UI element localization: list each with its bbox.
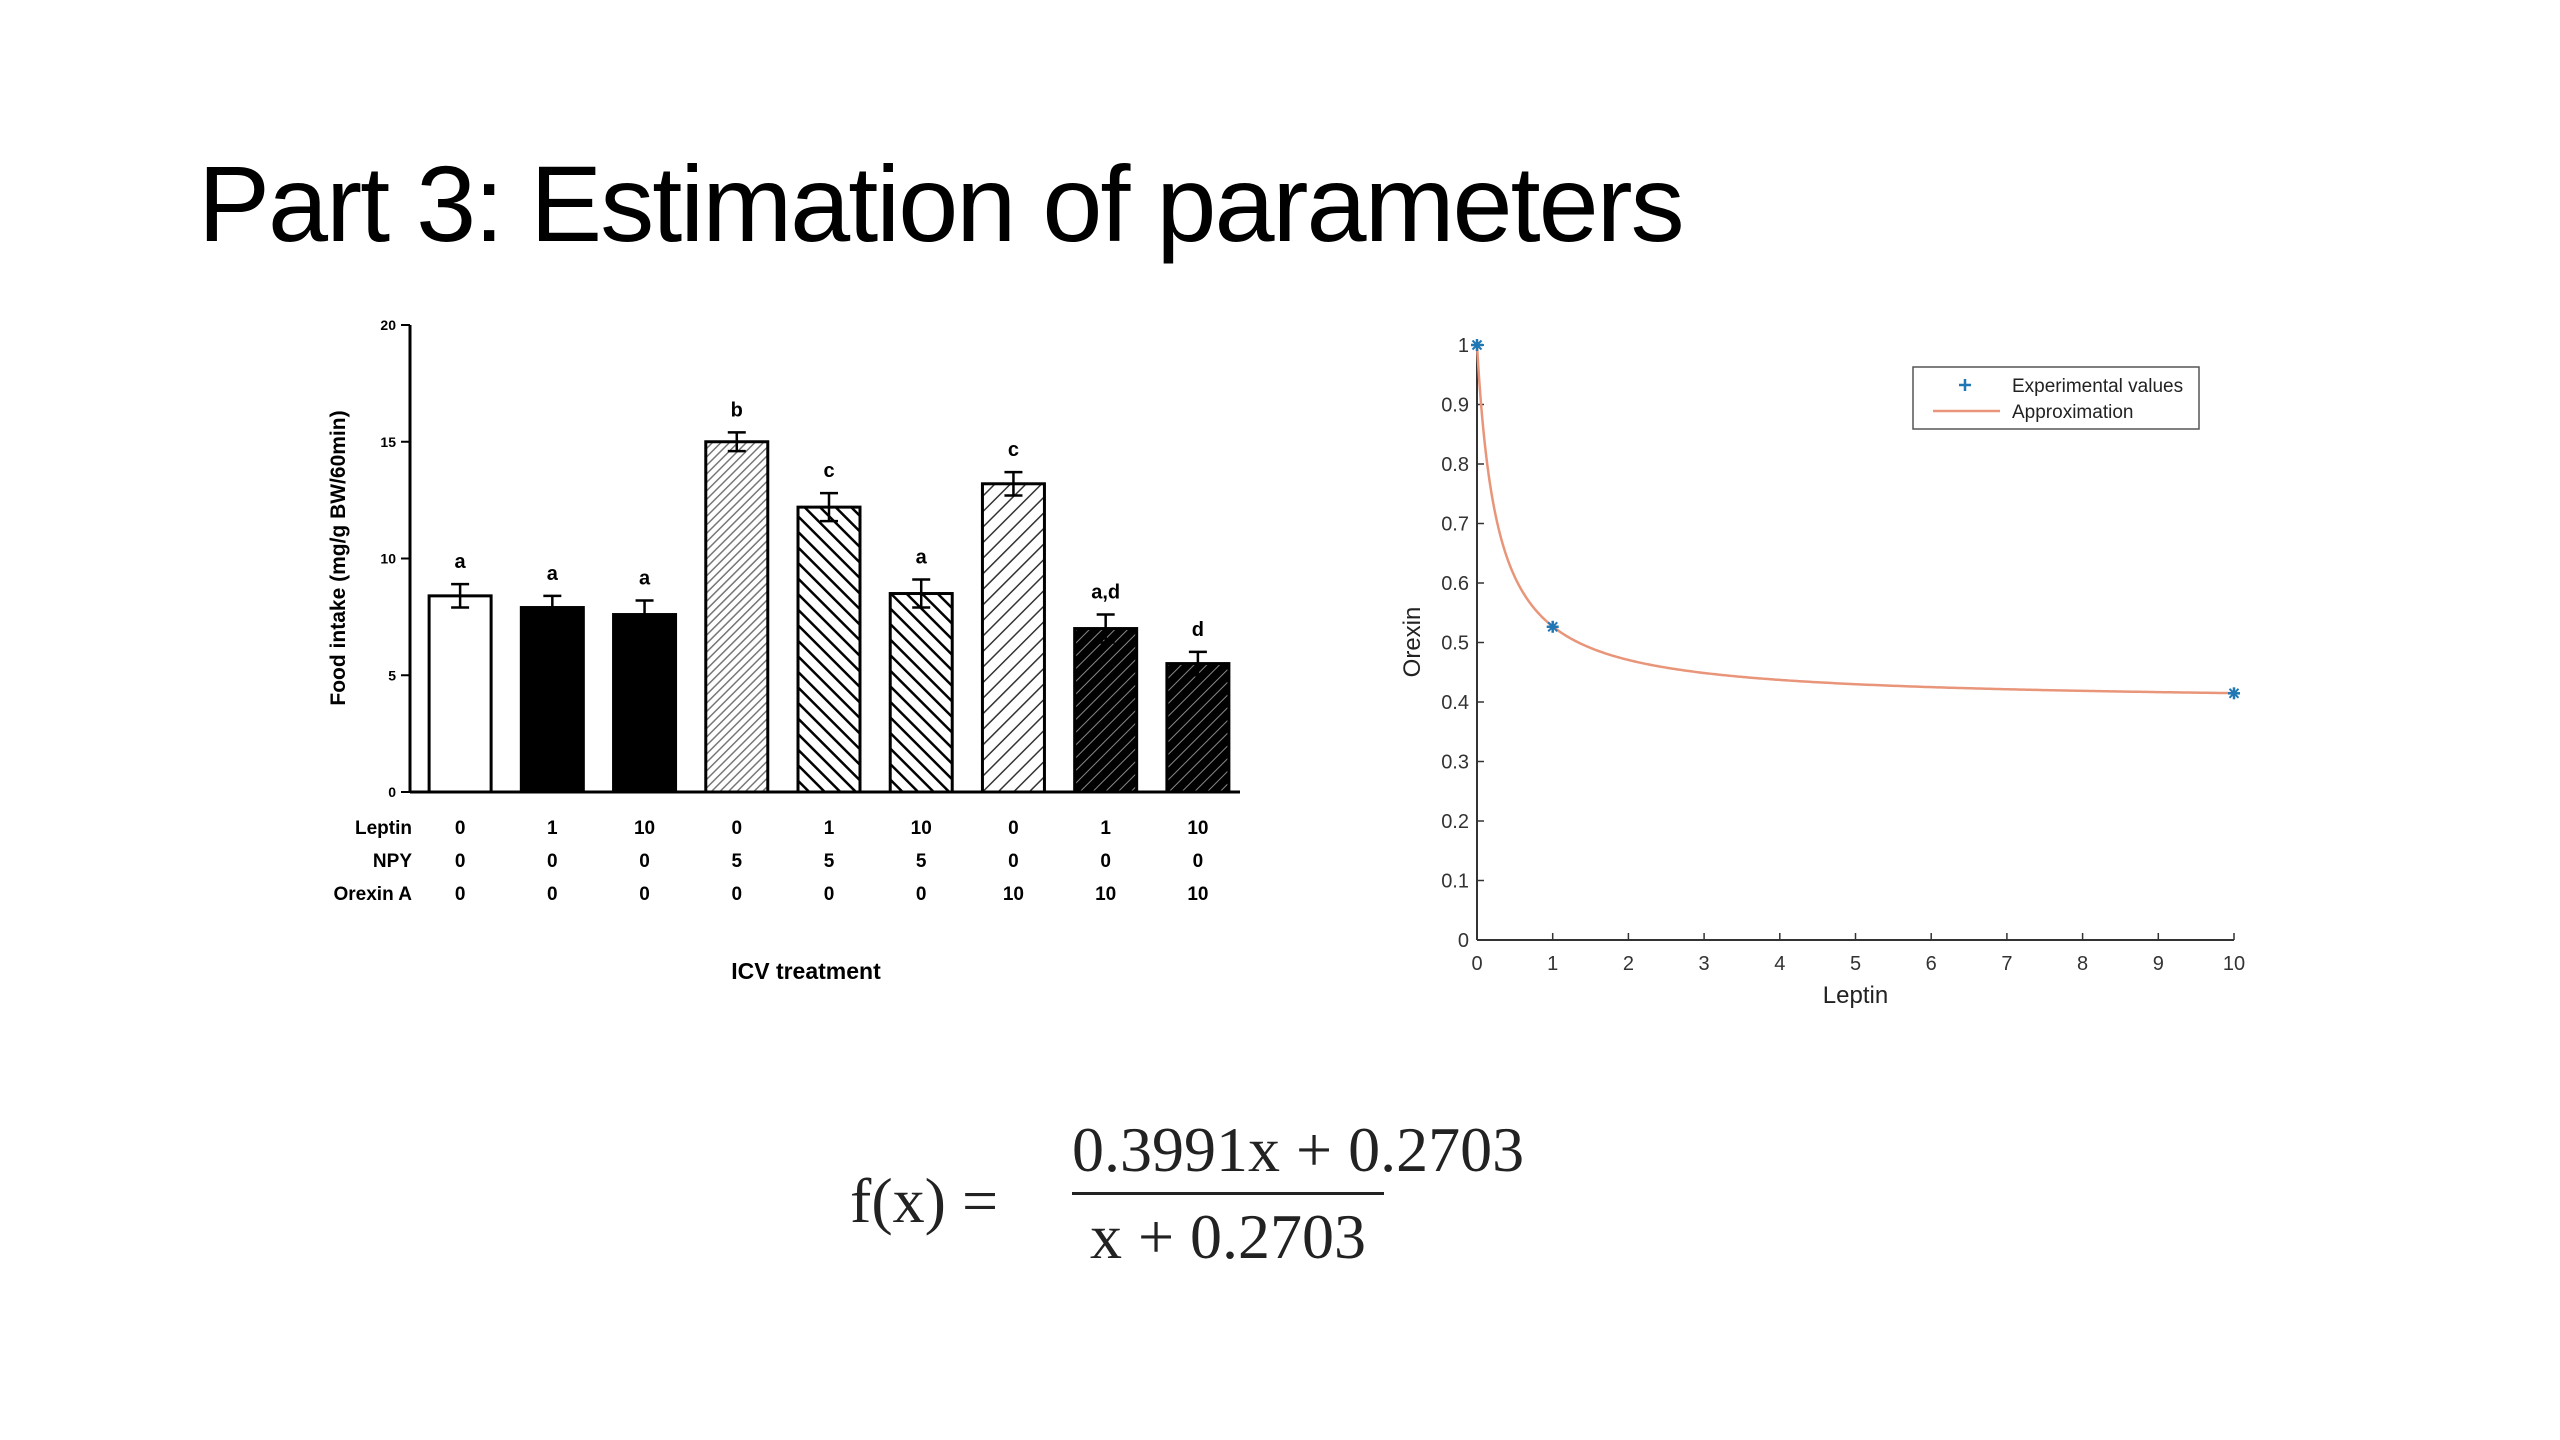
x-axis-label: Leptin [1823, 982, 1888, 1009]
y-axis-label: Food intake (mg/g BW/60min) [327, 410, 350, 705]
x-tick-label: 6 [1926, 953, 1937, 975]
significance-letter: b [731, 399, 743, 421]
x-tick-label: 0 [1471, 953, 1482, 975]
y-tick-label: 5 [388, 667, 396, 683]
significance-letter: d [1192, 619, 1204, 641]
treatment-value: 0 [639, 884, 650, 905]
x-axis-label: ICV treatment [731, 958, 881, 984]
treatment-value: 0 [731, 884, 742, 905]
approximation-line [1475, 344, 2235, 695]
experimental-point-stroke [1547, 621, 1558, 632]
experimental-point [1546, 620, 1559, 633]
treatment-value: 10 [1095, 884, 1116, 905]
experimental-point-stroke [2228, 688, 2240, 699]
treatment-value: 10 [1187, 884, 1208, 905]
treatment-value: 0 [1008, 818, 1019, 839]
formula-denominator: x + 0.2703 [1089, 1201, 1367, 1272]
treatment-value: 10 [911, 818, 932, 839]
legend-label: Experimental values [2012, 376, 2183, 397]
y-tick-label: 0 [1458, 930, 1469, 952]
x-tick-label: 8 [2077, 953, 2088, 975]
formula-fraction-bar [1072, 1192, 1384, 1195]
treatment-value: 0 [455, 851, 466, 872]
formula-numerator: 0.3991x + 0.2703 [1072, 1114, 1525, 1185]
treatment-value: 1 [1100, 818, 1111, 839]
significance-letter: a [547, 563, 559, 585]
x-tick-label: 7 [2001, 953, 2012, 975]
bar [1073, 627, 1139, 794]
experimental-point [2228, 687, 2240, 700]
significance-letter: a [455, 551, 467, 573]
formula-lhs: f(x) = [850, 1165, 999, 1236]
treatment-value: 10 [634, 818, 655, 839]
y-tick-label: 0.5 [1441, 633, 1469, 655]
treatment-value: 0 [731, 818, 742, 839]
legend-box [1912, 366, 2200, 430]
experimental-point-stroke [1471, 339, 1483, 351]
treatment-value: 5 [916, 851, 927, 872]
y-tick-label: 20 [380, 317, 396, 333]
legend-label: Approximation [2012, 402, 2133, 423]
legend: Experimental values Approximation [1912, 366, 2200, 430]
treatment-value: 0 [1100, 851, 1111, 872]
treatment-row-label: NPY [373, 851, 412, 872]
treatment-row-label: Leptin [355, 818, 412, 839]
x-tick-label: 3 [1699, 953, 1710, 975]
y-tick-label: 0.7 [1441, 514, 1469, 536]
treatment-value: 0 [824, 884, 835, 905]
treatment-value: 0 [455, 884, 466, 905]
significance-letter: a,d [1091, 582, 1120, 604]
significance-letter: c [1008, 439, 1019, 461]
x-tick-label: 2 [1623, 953, 1634, 975]
x-tick-label: 9 [2153, 953, 2164, 975]
slide-title: Part 3: Estimation of parameters [198, 143, 1685, 264]
treatment-value: 0 [916, 884, 927, 905]
y-tick-label: 0.6 [1441, 573, 1469, 595]
bar [796, 505, 862, 794]
x-tick-label: 10 [2223, 953, 2245, 975]
treatment-row-label: Orexin A [334, 884, 413, 905]
treatment-value: 1 [547, 818, 558, 839]
significance-letter: a [916, 547, 928, 569]
treatment-value: 10 [1003, 884, 1024, 905]
y-tick-label: 0.1 [1441, 871, 1469, 893]
y-tick-label: 0.3 [1441, 752, 1469, 774]
bar [704, 440, 770, 794]
y-tick-label: 0.4 [1441, 692, 1469, 714]
treatment-value: 5 [824, 851, 835, 872]
experimental-point [1471, 339, 1483, 351]
y-tick-label: 15 [380, 434, 396, 450]
treatment-value: 0 [547, 884, 558, 905]
treatment-value: 0 [1193, 851, 1204, 872]
significance-letter: a [639, 568, 651, 590]
bar [612, 613, 678, 794]
y-tick-label: 0.8 [1441, 454, 1469, 476]
y-tick-label: 1 [1458, 335, 1469, 357]
y-tick-label: 0.2 [1441, 811, 1469, 833]
treatment-value: 1 [824, 818, 835, 839]
bar [980, 482, 1046, 794]
y-tick-label: 0 [388, 784, 396, 800]
treatment-value: 0 [547, 851, 558, 872]
significance-letter: c [823, 460, 834, 482]
y-axis-label: Orexin [1399, 607, 1426, 678]
treatment-value: 0 [455, 818, 466, 839]
y-tick-label: 10 [380, 551, 396, 567]
x-tick-label: 5 [1850, 953, 1861, 975]
treatment-value: 0 [639, 851, 650, 872]
y-tick-label: 0.9 [1441, 395, 1469, 417]
formula-fraction: 0.3991x + 0.2703 x + 0.2703 [1072, 1112, 1525, 1275]
bar [427, 594, 493, 794]
treatment-value: 0 [1008, 851, 1019, 872]
x-tick-label: 4 [1774, 953, 1785, 975]
x-tick-label: 1 [1547, 953, 1558, 975]
treatment-value: 5 [731, 851, 742, 872]
treatment-value: 10 [1187, 818, 1208, 839]
